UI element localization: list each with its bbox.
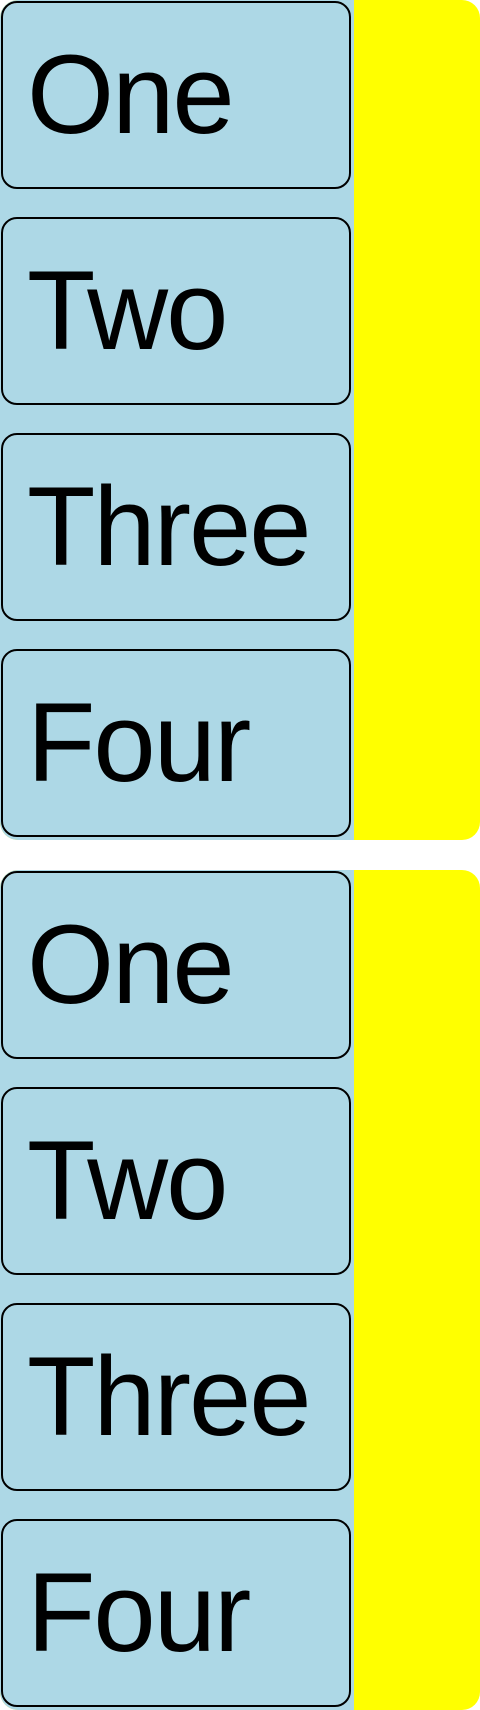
list-item-four[interactable]: Four: [1, 1519, 351, 1707]
list-panel-2: One Two Three Four: [0, 870, 480, 1710]
list-item-label: Two: [27, 248, 228, 373]
list-item-one[interactable]: One: [1, 871, 351, 1059]
list-item-two[interactable]: Two: [1, 1087, 351, 1275]
list-column-2: One Two Three Four: [0, 870, 354, 1710]
list-item-label: Four: [27, 680, 251, 805]
list-item-label: One: [27, 902, 235, 1027]
list-item-label: One: [27, 32, 235, 157]
list-panel-1: One Two Three Four: [0, 0, 480, 840]
list-item-label: Three: [27, 1334, 312, 1459]
list-item-four[interactable]: Four: [1, 649, 351, 837]
list-item-three[interactable]: Three: [1, 433, 351, 621]
list-item-label: Four: [27, 1550, 251, 1675]
list-item-three[interactable]: Three: [1, 1303, 351, 1491]
list-item-one[interactable]: One: [1, 1, 351, 189]
list-item-label: Three: [27, 464, 312, 589]
list-item-label: Two: [27, 1118, 228, 1243]
list-column-1: One Two Three Four: [0, 0, 354, 840]
list-item-two[interactable]: Two: [1, 217, 351, 405]
